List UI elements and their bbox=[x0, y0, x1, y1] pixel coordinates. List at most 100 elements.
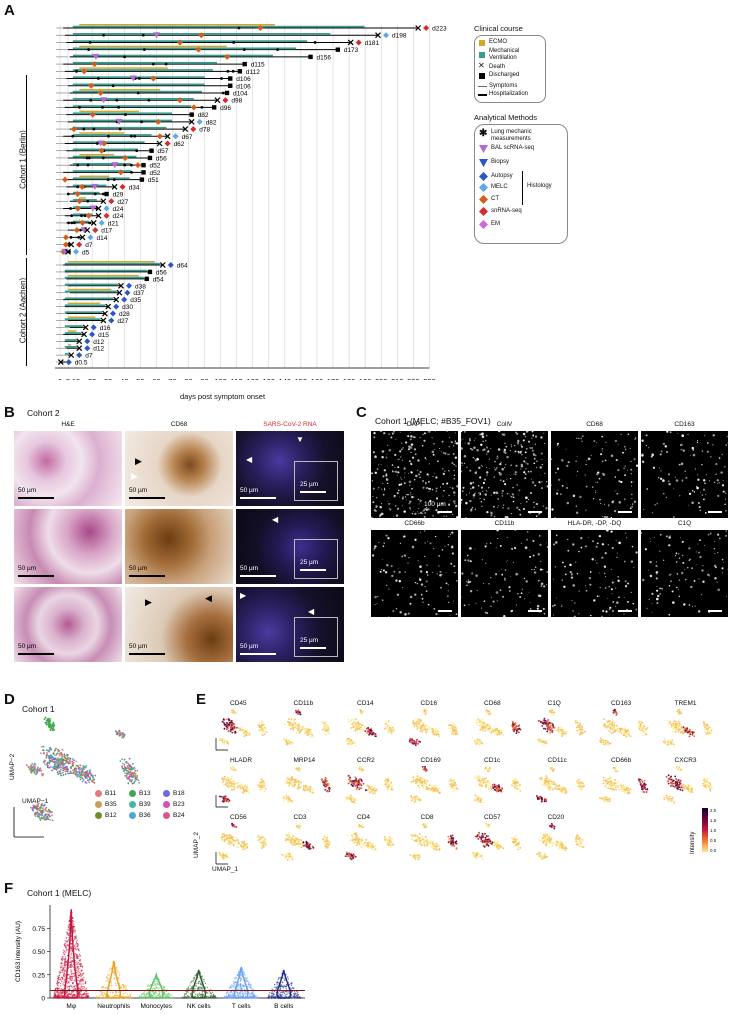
melc-signal bbox=[479, 476, 482, 479]
row-day-label: d57 bbox=[158, 148, 169, 155]
melc-signal bbox=[680, 448, 683, 451]
bal-triangle-icon bbox=[479, 145, 488, 153]
ecmo-bar bbox=[79, 67, 168, 69]
umap-point bbox=[260, 778, 263, 781]
umap-point bbox=[412, 720, 414, 723]
umap-point bbox=[223, 741, 225, 743]
row-day-label: d16 bbox=[100, 325, 111, 332]
umap-point bbox=[478, 775, 481, 778]
death-marker bbox=[84, 227, 91, 234]
melc-signal bbox=[469, 438, 471, 440]
melc-signal bbox=[648, 569, 650, 571]
melc-signal bbox=[479, 497, 481, 500]
melc-signal bbox=[623, 597, 625, 598]
umap-point bbox=[49, 815, 51, 818]
umap-point bbox=[291, 725, 294, 728]
melc-signal bbox=[520, 502, 522, 505]
umap-point bbox=[37, 769, 40, 771]
melc-signal bbox=[697, 439, 699, 441]
melc-signal bbox=[535, 435, 537, 437]
melc-signal bbox=[376, 505, 378, 507]
mechanical-ventilation-bar bbox=[72, 47, 297, 50]
marker-label: CCR2 bbox=[357, 757, 375, 764]
umap-point bbox=[419, 778, 422, 780]
umap-point bbox=[225, 728, 228, 731]
melc-signal bbox=[424, 511, 427, 514]
umap-point bbox=[682, 726, 684, 729]
melc-signal bbox=[475, 602, 477, 604]
umap-point bbox=[289, 783, 291, 786]
melc-signal bbox=[469, 590, 473, 593]
sample-color-dot bbox=[129, 801, 136, 808]
ecmo-bar bbox=[68, 330, 77, 332]
melc-signal bbox=[397, 568, 399, 570]
umap-point bbox=[363, 726, 366, 729]
bal-marker bbox=[89, 205, 97, 212]
melc-signal bbox=[525, 468, 527, 470]
melc-signal bbox=[517, 452, 519, 454]
melc-signal bbox=[429, 499, 432, 503]
melc-signal bbox=[576, 572, 579, 575]
umap-point bbox=[481, 742, 483, 744]
melc-signal bbox=[512, 496, 515, 499]
melc-signal bbox=[501, 433, 504, 436]
melc-signal bbox=[453, 491, 456, 494]
x-tick-label: 190 bbox=[359, 377, 372, 380]
melc-signal bbox=[378, 542, 380, 544]
mechanical-ventilation-bar bbox=[64, 283, 119, 286]
melc-signal bbox=[496, 600, 498, 602]
umap-point bbox=[600, 739, 603, 741]
melc-signal bbox=[435, 497, 439, 500]
melc-signal bbox=[461, 572, 464, 575]
melc-signal bbox=[614, 605, 617, 608]
melc-signal bbox=[416, 582, 418, 585]
melc-signal bbox=[579, 495, 582, 499]
melc-signal bbox=[525, 431, 529, 433]
melc-signal bbox=[608, 608, 611, 611]
melc-signal bbox=[399, 496, 401, 498]
umap-point bbox=[34, 807, 37, 810]
umap-point bbox=[482, 729, 484, 732]
umap-point bbox=[611, 722, 614, 725]
row-day-label: d21 bbox=[108, 220, 119, 227]
melc-signal bbox=[590, 614, 592, 617]
melc-signal bbox=[426, 473, 429, 476]
umap-point bbox=[29, 806, 32, 809]
melc-signal bbox=[478, 492, 480, 494]
umap-point bbox=[384, 722, 387, 725]
umap-point bbox=[293, 722, 296, 725]
death-marker bbox=[81, 331, 88, 338]
melc-signal bbox=[691, 605, 694, 607]
melc-signal bbox=[425, 564, 427, 566]
umap-point bbox=[688, 735, 690, 738]
melc-signal bbox=[409, 484, 411, 486]
melc-signal bbox=[502, 595, 505, 598]
melc-signal bbox=[471, 572, 474, 575]
umap-point bbox=[449, 727, 452, 729]
histology-marker bbox=[89, 331, 96, 338]
melc-signal bbox=[425, 481, 427, 484]
umap-point bbox=[64, 773, 67, 775]
melc-signal bbox=[531, 431, 534, 433]
umap-point bbox=[243, 789, 245, 792]
death-marker bbox=[118, 282, 124, 289]
umap-point bbox=[416, 799, 419, 802]
melc-signal bbox=[392, 610, 395, 613]
melc-signal bbox=[540, 452, 543, 455]
umap-point bbox=[489, 782, 492, 785]
melc-signal bbox=[659, 467, 660, 469]
umap-point bbox=[291, 728, 294, 731]
melc-signal bbox=[529, 608, 532, 610]
melc-signal bbox=[630, 481, 633, 483]
umap-point bbox=[288, 723, 291, 726]
umap-point bbox=[478, 724, 481, 727]
melc-signal bbox=[482, 583, 484, 585]
marker-umap bbox=[409, 765, 459, 804]
lung-mechanic-marker bbox=[130, 134, 133, 138]
melc-signal bbox=[701, 569, 704, 572]
umap-point bbox=[229, 777, 232, 780]
melc-signal bbox=[704, 512, 707, 514]
melc-signal bbox=[612, 601, 615, 603]
umap-point bbox=[680, 725, 683, 728]
umap-point bbox=[706, 731, 708, 734]
